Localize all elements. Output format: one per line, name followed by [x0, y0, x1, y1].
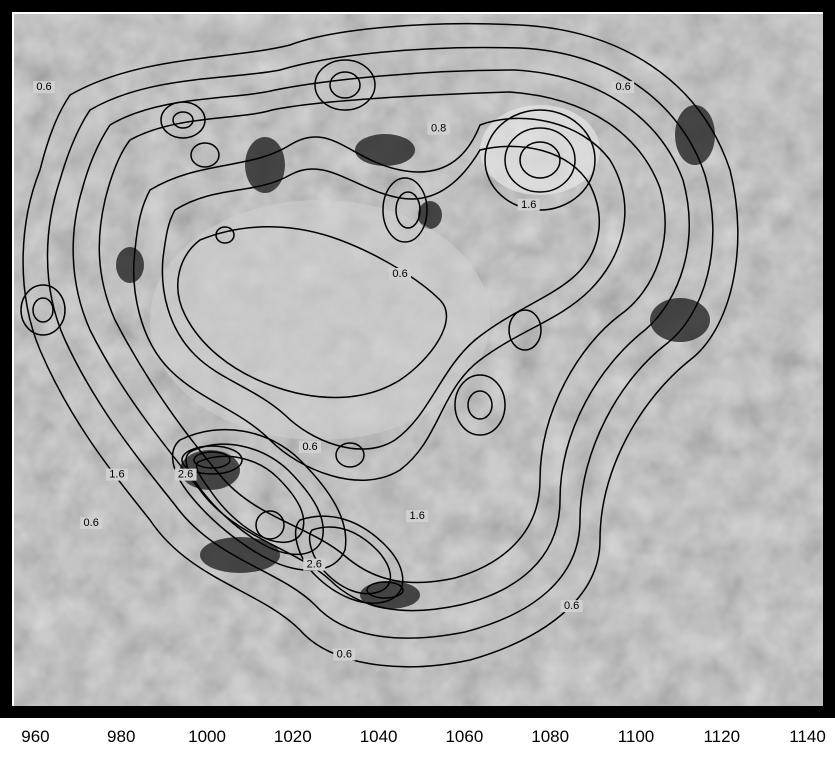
x-tick-label: 1080: [531, 727, 569, 746]
x-tick-label: 1120: [703, 727, 740, 746]
contour-label: 0.6: [392, 268, 407, 280]
x-tick-label: 1100: [618, 727, 655, 746]
x-tick-label: 960: [21, 727, 49, 746]
contour-label: 0.6: [84, 517, 99, 529]
contour-label: 0.6: [564, 600, 579, 612]
contour-label: 0.8: [431, 123, 446, 135]
contour-label: 0.6: [337, 649, 352, 661]
contour-label-bg: [612, 81, 635, 94]
contour-label-bg: [560, 600, 583, 613]
contour-label: 0.6: [302, 441, 317, 453]
contour-label-bg: [105, 468, 128, 481]
contour-label: 0.6: [36, 81, 51, 93]
contour-label: 1.6: [521, 199, 536, 211]
x-tick-label: 1140: [789, 727, 826, 746]
x-tick-label: 1020: [274, 727, 312, 746]
contour-label-bg: [33, 81, 56, 94]
contour-label-bg: [174, 468, 197, 481]
contour-labels: 0.6 0.6 0.8 1.6 0.6 0.6 1.6 2.6 0.6 1.6 2.6 0.6 0.6: [33, 81, 635, 661]
contour-label: 2.6: [178, 469, 193, 481]
contour-label-bg: [298, 440, 321, 453]
contour-label: 1.6: [410, 510, 425, 522]
contour-label: 2.6: [307, 559, 322, 571]
contour-label-bg: [80, 517, 103, 530]
contour-lines: [20, 22, 739, 668]
x-tick-label: 1040: [360, 727, 398, 746]
plot-frame: [0, 0, 835, 718]
x-tick-label: 980: [107, 727, 135, 746]
x-axis: 960 980 1000 1020 1040 1060 1080 1100 1120 1140: [21, 727, 826, 746]
x-tick-label: 1000: [188, 727, 226, 746]
contour-label: 1.6: [109, 469, 124, 481]
x-tick-label: 1060: [445, 727, 483, 746]
contour-label: 0.6: [615, 81, 630, 93]
contour-label-bg: [389, 267, 412, 280]
contour-label-bg: [517, 198, 540, 211]
contour-label-bg: [427, 122, 450, 135]
contour-label-bg: [333, 648, 356, 661]
contour-label-bg: [406, 510, 429, 523]
contour-label-bg: [303, 558, 326, 571]
